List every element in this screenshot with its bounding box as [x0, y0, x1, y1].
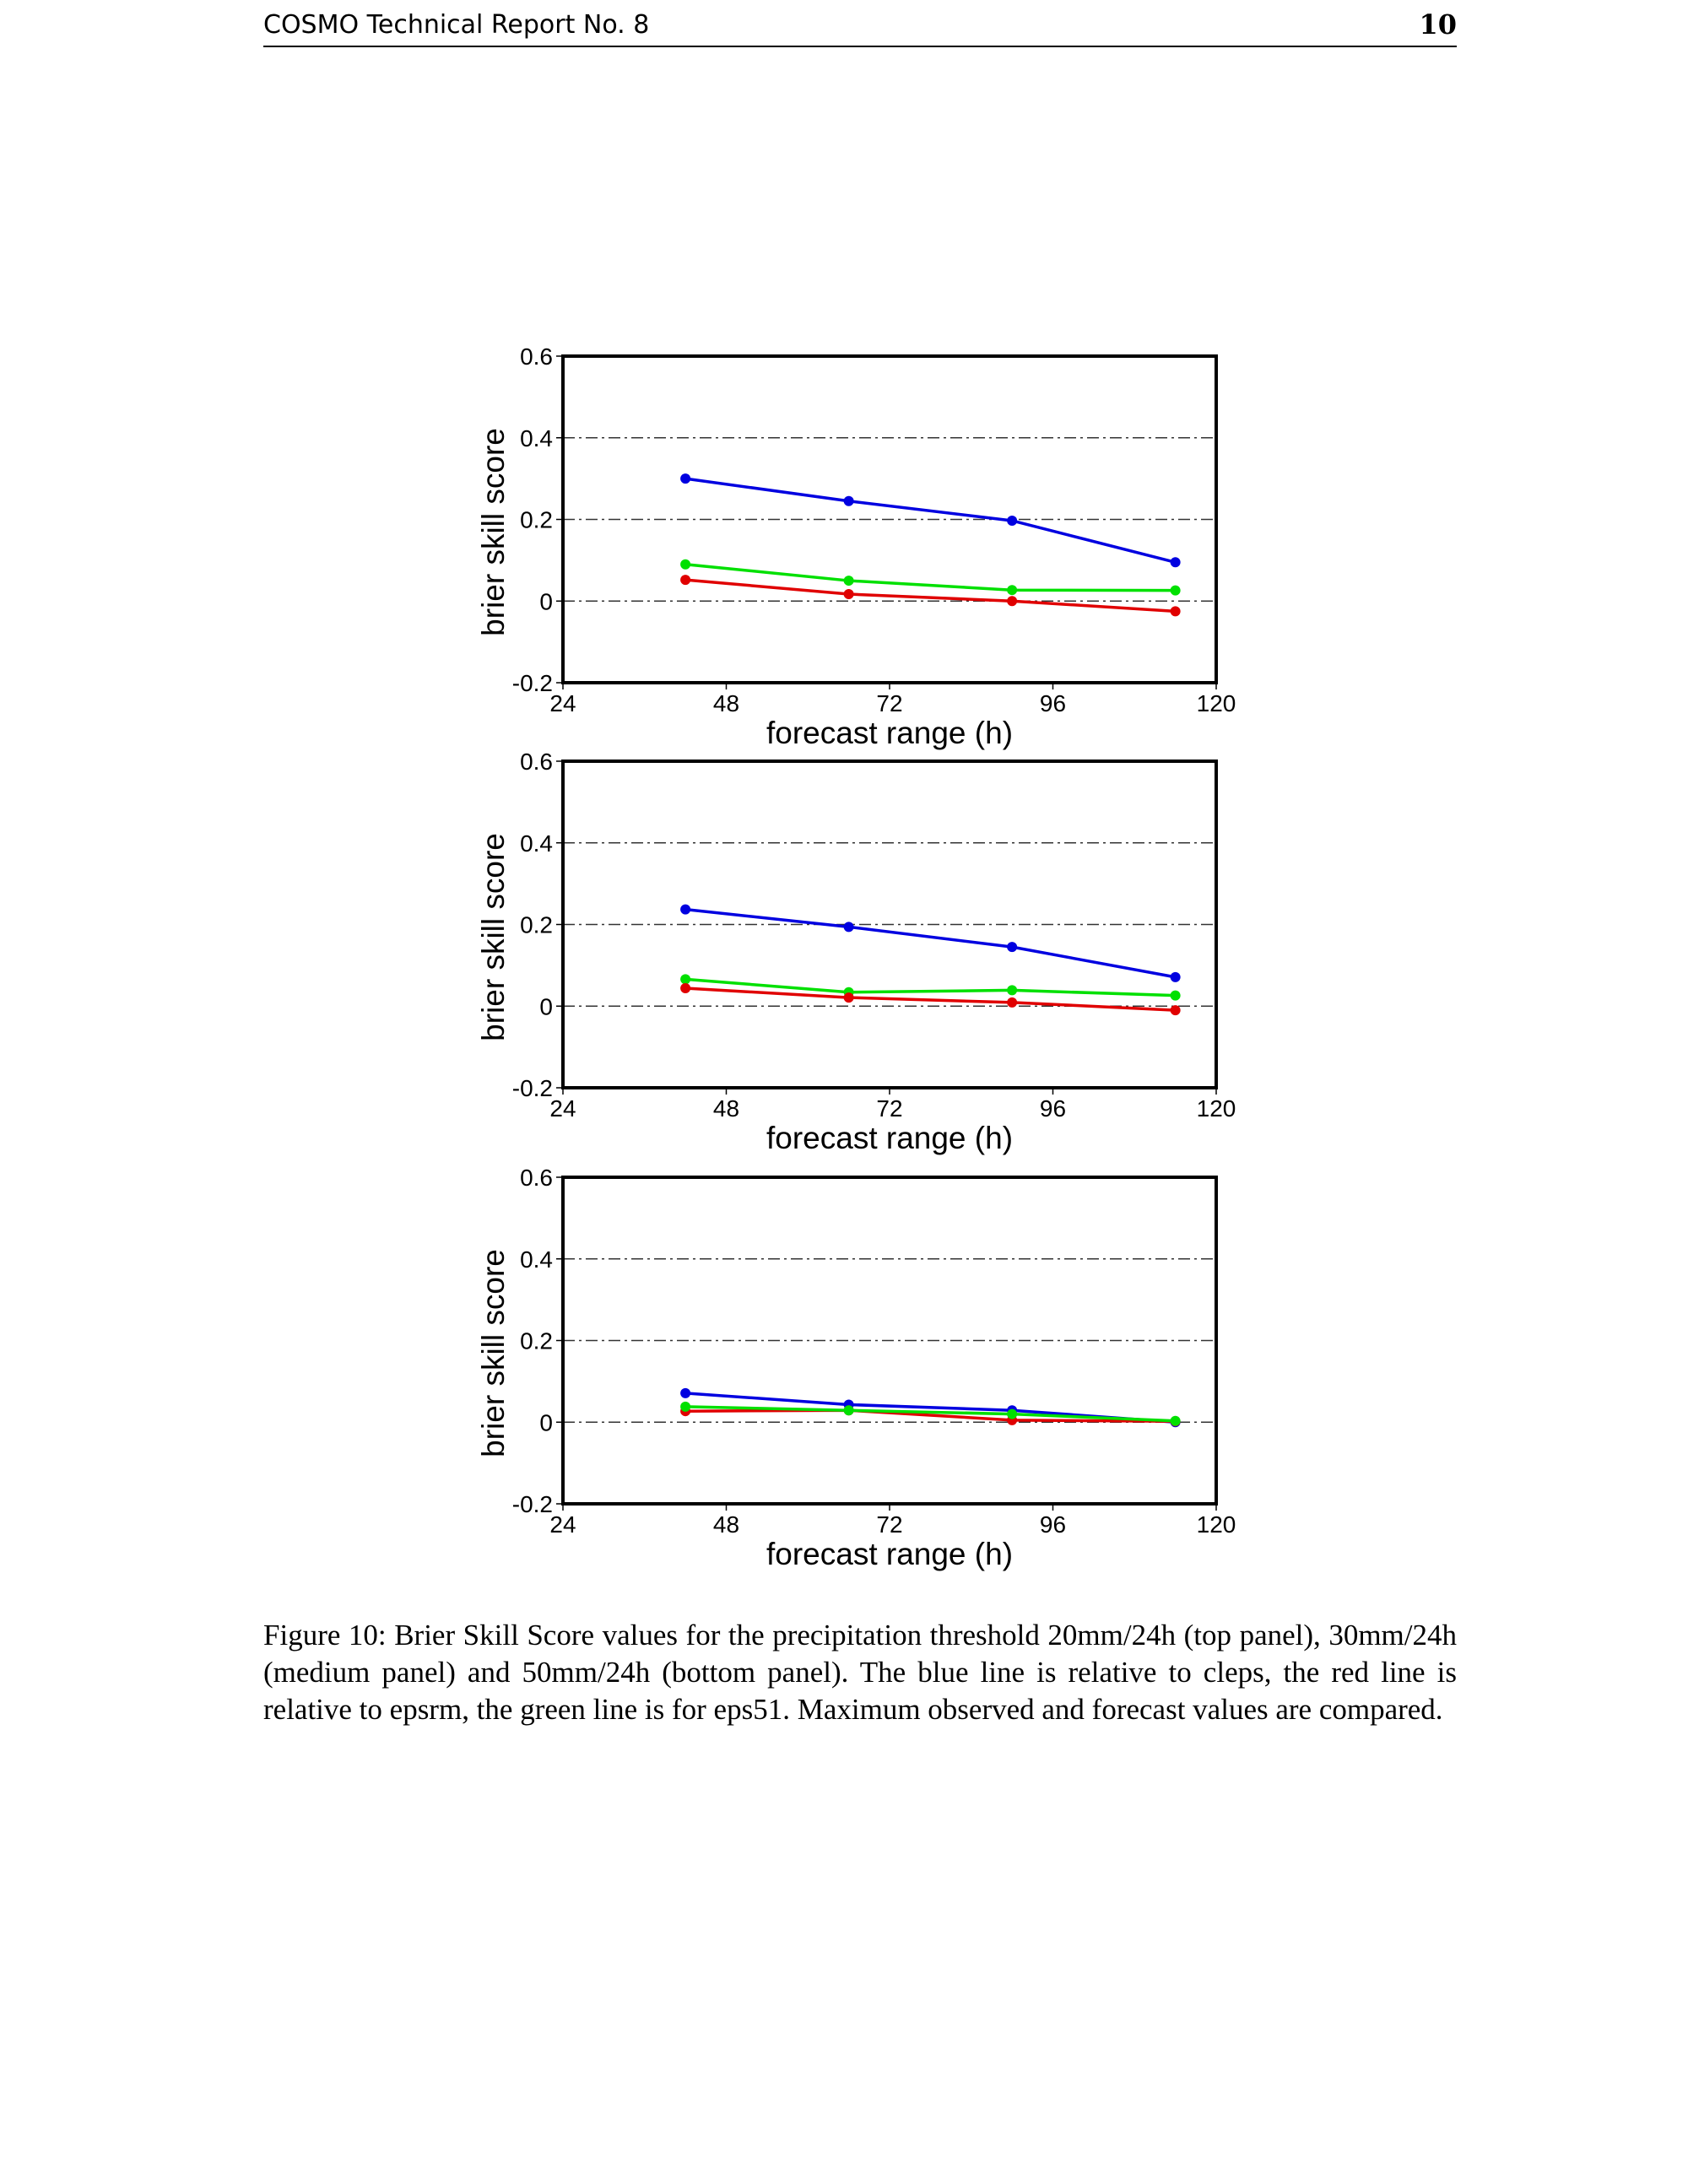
- x-axis-label: forecast range (h): [766, 716, 1013, 750]
- y-tick-label: 0.6: [520, 749, 553, 775]
- x-tick-label: 24: [549, 1511, 576, 1538]
- x-tick-label: 120: [1197, 1095, 1236, 1122]
- x-tick-label: 96: [1040, 1511, 1066, 1538]
- data-point-cleps: [680, 473, 691, 484]
- data-point-cleps: [1007, 942, 1018, 953]
- data-point-cleps: [1170, 971, 1181, 982]
- x-tick-label: 72: [876, 690, 902, 716]
- data-point-epsrm: [843, 992, 854, 1003]
- x-tick-label: 48: [713, 1095, 739, 1122]
- x-tick-label: 24: [549, 1095, 576, 1122]
- data-point-eps51: [680, 974, 691, 985]
- page-number: 10: [1419, 8, 1457, 41]
- x-tick-label: 96: [1040, 1095, 1066, 1122]
- data-point-eps51: [1170, 1415, 1181, 1426]
- report-title: COSMO Technical Report No. 8: [263, 10, 650, 40]
- data-point-eps51: [680, 559, 691, 570]
- y-tick-label: 0.4: [520, 1246, 553, 1273]
- y-tick-label: -0.2: [512, 1491, 553, 1517]
- y-tick-label: 0.2: [520, 507, 553, 533]
- series-line-epsrm: [685, 1408, 1176, 1424]
- x-tick-label: 72: [876, 1095, 902, 1122]
- series-line-eps51: [684, 977, 1176, 997]
- series-line-eps51: [684, 562, 1176, 592]
- data-point-eps51: [1170, 585, 1181, 596]
- y-tick-label: 0.6: [520, 1165, 553, 1191]
- data-point-cleps: [680, 1387, 691, 1398]
- x-tick-label: 120: [1197, 1511, 1236, 1538]
- data-point-epsrm: [680, 982, 691, 993]
- y-tick-label: -0.2: [512, 1075, 553, 1101]
- data-point-eps51: [843, 1405, 854, 1416]
- data-point-cleps: [1170, 557, 1181, 568]
- data-point-cleps: [1007, 515, 1018, 526]
- y-tick-label: 0.2: [520, 912, 553, 938]
- data-point-cleps: [680, 904, 691, 915]
- y-tick-label: -0.2: [512, 670, 553, 696]
- data-point-cleps: [843, 922, 854, 933]
- data-point-epsrm: [1170, 1005, 1181, 1016]
- x-tick-label: 24: [549, 690, 576, 716]
- series-line-epsrm: [684, 578, 1176, 614]
- data-point-epsrm: [1007, 997, 1018, 1008]
- data-point-cleps: [843, 495, 854, 506]
- data-point-eps51: [1007, 585, 1018, 596]
- plot-frame: [561, 760, 1218, 1089]
- chart-panel-medium: -0.2 0 0.2 0.4 0.6 24 48 72 96 120 forecast range …: [476, 749, 1236, 1155]
- x-tick-label: 120: [1197, 690, 1236, 716]
- series-line-cleps: [684, 477, 1177, 564]
- data-point-epsrm: [1007, 596, 1018, 607]
- y-tick-label: 0: [539, 1409, 553, 1435]
- data-point-eps51: [1170, 990, 1181, 1001]
- chart-panel-top: -0.2 0 0.2 0.4 0.6 24 48 72 96 120 forecast range …: [476, 343, 1236, 750]
- y-tick-label: 0: [539, 993, 553, 1019]
- y-tick-label: 0: [539, 588, 553, 614]
- data-point-eps51: [1007, 985, 1018, 996]
- series-line-cleps: [684, 907, 1176, 979]
- x-tick-label: 96: [1040, 690, 1066, 716]
- x-axis-label: forecast range (h): [766, 1121, 1013, 1155]
- plot-frame: [561, 1176, 1218, 1506]
- y-tick-label: 0.4: [520, 425, 553, 451]
- figure-caption: Figure 10: Brier Skill Score values for …: [263, 1619, 1457, 1726]
- data-point-eps51: [843, 576, 854, 587]
- plot-frame: [561, 354, 1218, 684]
- data-point-eps51: [680, 1401, 691, 1412]
- y-axis-label: brier skill score: [476, 428, 511, 636]
- series-line-epsrm: [685, 987, 1176, 1012]
- data-point-epsrm: [680, 575, 691, 586]
- y-tick-label: 0.6: [520, 343, 553, 370]
- chart-panel-bottom: -0.2 0 0.2 0.4 0.6 24 48 72 96 120 forecast range …: [476, 1165, 1236, 1571]
- data-point-eps51: [1007, 1408, 1018, 1419]
- x-tick-label: 48: [713, 1511, 739, 1538]
- page-header: COSMO Technical Report No. 8 10: [263, 8, 1457, 47]
- x-axis-label: forecast range (h): [766, 1537, 1013, 1571]
- x-tick-label: 48: [713, 690, 739, 716]
- data-point-epsrm: [1170, 606, 1181, 617]
- y-tick-label: 0.2: [520, 1328, 553, 1354]
- data-point-epsrm: [843, 589, 854, 600]
- y-axis-label: brier skill score: [476, 1249, 511, 1457]
- series-line-eps51: [685, 1405, 1176, 1423]
- x-tick-label: 72: [876, 1511, 902, 1538]
- y-axis-label: brier skill score: [476, 833, 511, 1041]
- y-tick-label: 0.4: [520, 830, 553, 857]
